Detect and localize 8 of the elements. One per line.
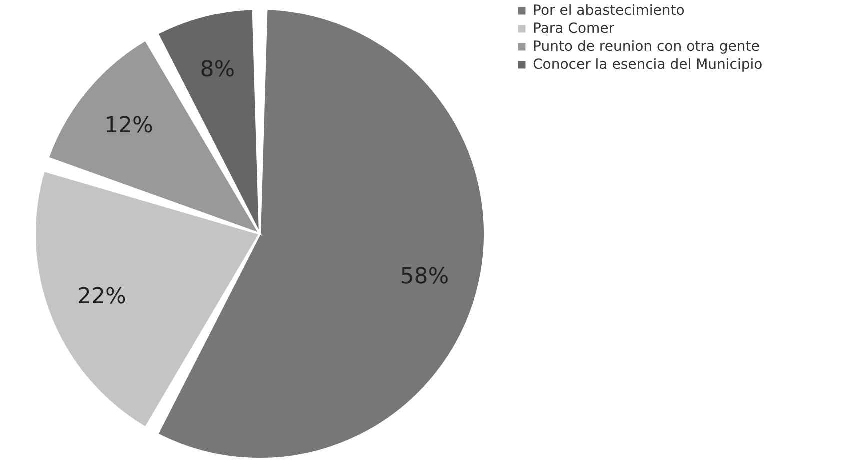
data-label: 8%	[200, 57, 236, 82]
legend-label: Conocer la esencia del Municipio	[533, 57, 763, 73]
legend-label: Punto de reunion con otra gente	[533, 39, 760, 55]
legend-label: Para Comer	[533, 21, 615, 37]
data-label: 22%	[77, 284, 126, 310]
data-label: 58%	[400, 264, 450, 290]
data-label: 12%	[104, 114, 154, 139]
legend-label: Por el abastecimiento	[533, 3, 685, 19]
